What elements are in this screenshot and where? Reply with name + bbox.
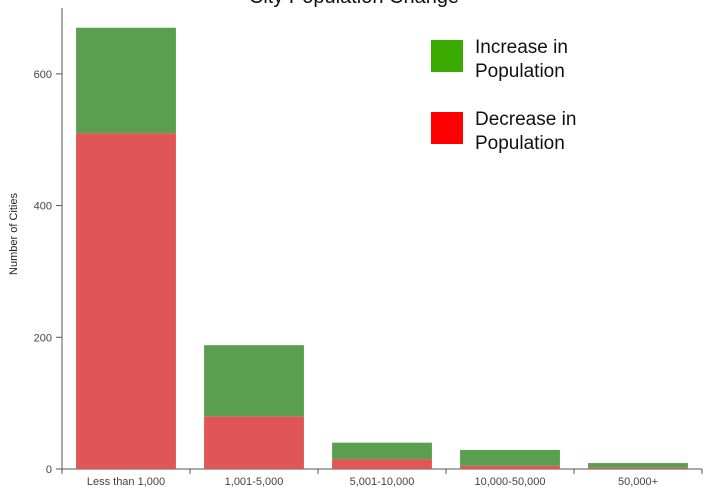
y-tick-label: 0 [46, 464, 52, 476]
legend-item-increase: Increase in Population [431, 36, 615, 84]
legend-label-decrease: Decrease in Population [475, 109, 577, 154]
legend-item-decrease: Decrease in Population [431, 108, 615, 156]
bar-increase [588, 463, 688, 468]
bar-decrease [204, 416, 304, 469]
x-tick-label: 50,000+ [618, 476, 658, 488]
x-tick-label: 1,001-5,000 [225, 476, 284, 488]
y-tick-label: 400 [34, 201, 52, 213]
bar-increase [460, 449, 560, 466]
chart-title: City Population Change [0, 0, 708, 9]
bar-decrease [76, 133, 176, 469]
x-tick-label: 5,001-10,000 [350, 476, 415, 488]
y-tick-label: 600 [34, 69, 52, 81]
bar-decrease [588, 467, 688, 469]
bar-decrease [332, 459, 432, 469]
x-tick-label: Less than 1,000 [87, 476, 165, 488]
legend-swatch-decrease [431, 112, 463, 144]
x-tick-label: 10,000-50,000 [475, 476, 546, 488]
legend-swatch-increase [431, 40, 463, 72]
y-tick-label: 200 [34, 332, 52, 344]
legend-label-increase: Increase in Population [475, 37, 568, 82]
bar-increase [332, 442, 432, 460]
bar-increase [76, 27, 176, 134]
bar-increase [204, 345, 304, 417]
bar-decrease [460, 465, 560, 469]
